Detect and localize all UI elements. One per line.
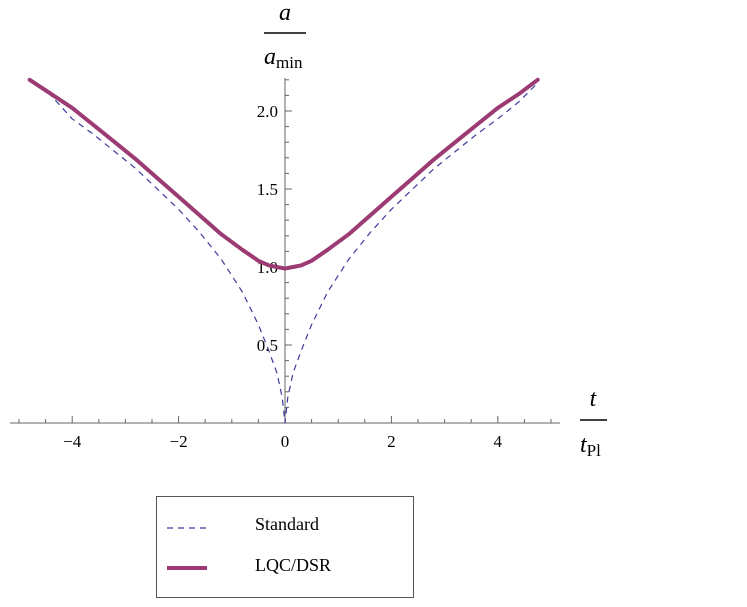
legend-item-standard: Standard <box>157 509 415 539</box>
legend-label-standard: Standard <box>255 513 319 534</box>
y-axis-label-denominator-sub: min <box>276 53 303 72</box>
y-axis-label-numerator: a <box>279 0 291 26</box>
x-tick-label: 4 <box>494 432 503 451</box>
y-tick-label: 1.5 <box>257 180 278 199</box>
x-tick-label: −4 <box>63 432 82 451</box>
axes: −4 −2 0 2 4 0.51.01.52.0 <box>10 78 560 451</box>
x-axis-label-denominator: tPl <box>580 432 601 460</box>
y-axis-label: a amin <box>264 0 306 72</box>
x-axis-label-denominator-sub: Pl <box>587 441 601 460</box>
x-tick-label: 0 <box>281 432 290 451</box>
y-tick-label: 0.5 <box>257 336 278 355</box>
y-axis-label-denominator-base: a <box>264 44 276 70</box>
series-line-standard <box>29 79 539 424</box>
legend: Standard LQC/DSR <box>156 496 414 598</box>
x-axis-label-numerator: t <box>590 386 598 412</box>
y-tick-label: 2.0 <box>257 102 278 121</box>
y-axis-label-denominator: amin <box>264 44 303 72</box>
series-layer <box>27 77 540 424</box>
x-tick-label: 2 <box>387 432 396 451</box>
x-tick-label: −2 <box>170 432 188 451</box>
legend-swatch-solid <box>167 566 207 570</box>
y-ticks: 0.51.01.52.0 <box>257 79 292 408</box>
x-axis-label-denominator-base: t <box>580 432 588 458</box>
legend-label-lqc-dsr: LQC/DSR <box>255 554 332 575</box>
series-line-lqc-dsr <box>27 77 540 271</box>
legend-item-lqc-dsr: LQC/DSR <box>157 550 415 580</box>
legend-swatch-dashed <box>167 527 207 529</box>
chart-plot: −4 −2 0 2 4 0.51.01.52.0 a amin t tPl <box>10 0 607 460</box>
x-axis-label: t tPl <box>580 386 607 460</box>
